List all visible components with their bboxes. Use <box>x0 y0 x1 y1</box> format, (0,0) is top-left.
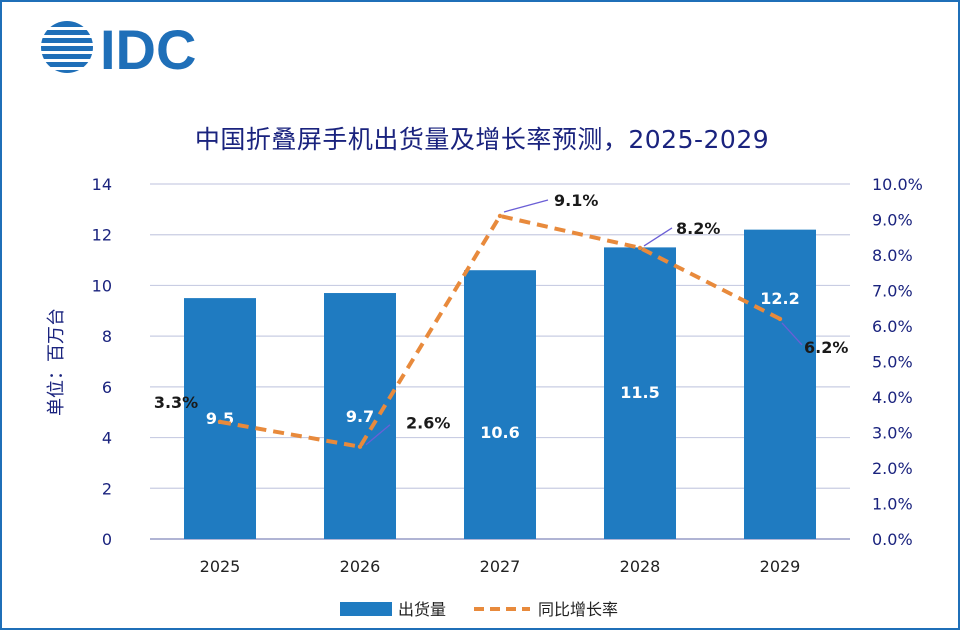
x-tick-label: 2028 <box>620 557 661 576</box>
leader-line <box>365 424 391 446</box>
y2-tick-label: 0.0% <box>872 530 913 549</box>
bar-value-label: 12.2 <box>760 289 799 308</box>
y2-tick-label: 10.0% <box>872 175 923 194</box>
growth-value-label: 6.2% <box>804 338 848 357</box>
leader-line <box>503 199 549 213</box>
y2-tick-label: 8.0% <box>872 246 913 265</box>
legend-bar-label: 出货量 <box>398 600 446 619</box>
leader-line <box>781 322 803 346</box>
y2-tick-label: 5.0% <box>872 353 913 372</box>
y-tick-label: 2 <box>102 479 112 498</box>
y2-tick-label: 6.0% <box>872 317 913 336</box>
idc-logo: IDC <box>40 18 196 76</box>
line-point-2028 <box>637 245 643 251</box>
y2-tick-label: 7.0% <box>872 282 913 301</box>
y-tick-label: 10 <box>92 276 112 295</box>
bar-value-label: 11.5 <box>620 383 659 402</box>
bar-2029 <box>744 229 816 539</box>
y2-tick-label: 9.0% <box>872 211 913 230</box>
growth-rate-line <box>219 213 781 449</box>
leader-line <box>643 227 673 247</box>
growth-value-label: 9.1% <box>554 191 598 210</box>
y-tick-label: 12 <box>92 226 112 245</box>
bar-2028 <box>604 247 676 539</box>
x-tick-label: 2026 <box>340 557 381 576</box>
y2-tick-label: 4.0% <box>872 388 913 407</box>
legend-bar-swatch <box>340 602 392 616</box>
line-point-2025 <box>217 419 223 425</box>
y2-tick-label: 2.0% <box>872 459 913 478</box>
line-point-2029 <box>777 316 783 322</box>
bar-value-label: 10.6 <box>480 423 519 442</box>
y2-tick-label: 3.0% <box>872 424 913 443</box>
x-tick-label: 2027 <box>480 557 521 576</box>
x-tick-label: 2025 <box>200 557 241 576</box>
bar-value-label: 9.7 <box>346 407 374 426</box>
line-point-2026 <box>357 444 363 449</box>
growth-value-label: 3.3% <box>154 393 198 412</box>
x-tick-label: 2029 <box>760 557 801 576</box>
y-axis-title: 单位：百万台 <box>46 308 67 416</box>
chart-title: 中国折叠屏手机出货量及增长率预测，2025-2029 <box>194 125 770 154</box>
line-point-2027 <box>497 213 503 219</box>
y-tick-label: 8 <box>102 327 112 346</box>
bar-2027 <box>464 270 536 539</box>
bar-2026 <box>324 293 396 539</box>
legend-line-label: 同比增长率 <box>538 600 618 619</box>
y2-tick-label: 1.0% <box>872 495 913 514</box>
bar-2025 <box>184 298 256 539</box>
growth-value-label: 8.2% <box>676 219 720 238</box>
y-tick-label: 6 <box>102 378 112 397</box>
globe-icon <box>40 21 94 73</box>
growth-value-label: 2.6% <box>406 414 450 433</box>
y-tick-label: 4 <box>102 429 112 448</box>
y-tick-label: 14 <box>92 175 112 194</box>
y-tick-label: 0 <box>102 530 112 549</box>
logo-text: IDC <box>100 18 196 76</box>
